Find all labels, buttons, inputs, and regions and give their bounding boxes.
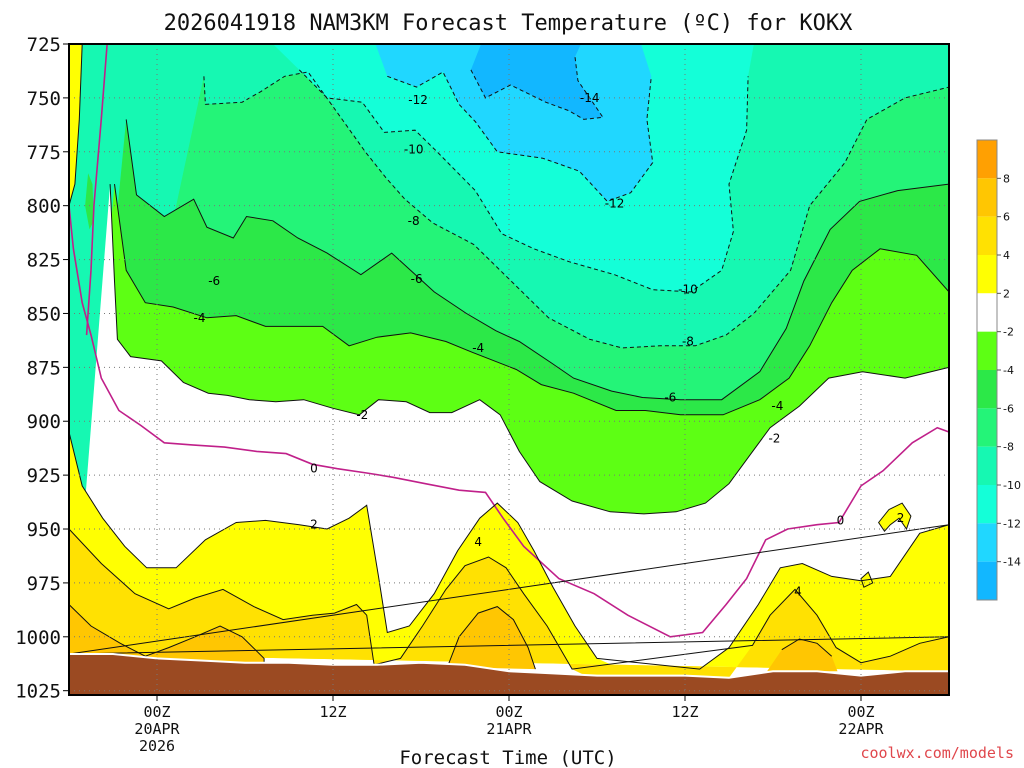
colorbar-bin xyxy=(977,216,997,255)
contour-outline-warm-blob-right2 xyxy=(860,571,874,588)
band-6..8c xyxy=(767,639,838,672)
contour-label: -2 xyxy=(356,408,368,422)
y-tick-label: 800 xyxy=(27,196,61,218)
y-tick-label: 875 xyxy=(27,357,61,379)
contour-label: -8 xyxy=(682,334,694,348)
band-warm-blob-right xyxy=(878,503,911,532)
y-tick-label: 825 xyxy=(27,250,61,272)
colorbar-bin xyxy=(977,331,997,370)
colorbar-bin xyxy=(977,140,997,179)
contour-line--8..-6 xyxy=(125,119,949,401)
plot-content xyxy=(69,44,949,695)
colorbar-label: 8 xyxy=(1003,172,1010,185)
band--14..-12 xyxy=(375,44,653,202)
contour-label: 4 xyxy=(794,585,802,599)
colorbar-bin xyxy=(977,178,997,217)
contour-label: -10 xyxy=(404,143,424,157)
y-tick-label: 1000 xyxy=(15,627,61,649)
contour-label: -6 xyxy=(208,274,220,288)
contour-line--10..-8 xyxy=(203,71,949,349)
contour-label: -4 xyxy=(771,399,783,413)
contour-line-6..8c xyxy=(781,638,833,657)
contour-label: 4 xyxy=(474,535,482,549)
colorbar-bin xyxy=(977,293,997,332)
contour-label: -2 xyxy=(768,431,780,445)
colorbar-label: -14 xyxy=(1003,556,1021,569)
y-tick-label: 750 xyxy=(27,88,61,110)
y-tick-label: 975 xyxy=(27,573,61,595)
contour-outline-warm-blob-right xyxy=(877,502,912,533)
y-tick-label: 900 xyxy=(27,411,61,433)
contour-line-zero-left xyxy=(85,44,108,336)
colorbar-label: -6 xyxy=(1003,402,1014,415)
y-tick-label: 950 xyxy=(27,519,61,541)
colorbar-label: -12 xyxy=(1003,517,1021,530)
y-tick-label: 1025 xyxy=(15,681,61,703)
contour-line--6..-4 xyxy=(114,184,949,416)
colorbar-bin xyxy=(977,446,997,485)
colorbar-bin xyxy=(977,370,997,409)
contour-line-lt-14 xyxy=(470,56,604,120)
band-green-blob-left xyxy=(85,173,94,230)
y-tick-label: 725 xyxy=(27,34,61,56)
band-4..6 xyxy=(69,529,949,678)
colorbar-bin xyxy=(977,255,997,294)
axes: 725 750 775 800 825 850 875 900 925 950 975 1000 102… xyxy=(15,34,950,755)
colorbar-label: 6 xyxy=(1003,211,1010,224)
y-tick-label: 925 xyxy=(27,465,61,487)
x-tick-label: 12Z xyxy=(671,703,698,721)
x-tick-label: 2026 xyxy=(139,737,175,755)
credit-text[interactable]: coolwx.com/models xyxy=(860,744,1014,762)
contour-label: -14 xyxy=(580,91,600,105)
contour-label: -8 xyxy=(408,214,420,228)
contour-label: -10 xyxy=(678,283,698,297)
contour-line--4..-2 xyxy=(109,184,949,515)
chart-title: 2026041918 NAM3KM Forecast Temperature (… xyxy=(164,11,854,36)
contour-label: -4 xyxy=(194,311,206,325)
contour-label: -6 xyxy=(664,391,676,405)
x-tick-label: 21APR xyxy=(486,720,532,738)
contour-label: -4 xyxy=(472,341,484,355)
contour-label: 0 xyxy=(310,462,318,476)
band-6..8b xyxy=(447,606,536,670)
colorbar-bin xyxy=(977,523,997,562)
colorbar-label: 4 xyxy=(1003,249,1010,262)
contour-label: -12 xyxy=(605,197,625,211)
colorbar-label: 2 xyxy=(1003,287,1010,300)
contour-label: 0 xyxy=(837,513,845,527)
colorbar-bin xyxy=(977,561,997,600)
contour-label: 2 xyxy=(897,511,905,525)
contour-line-4..6 xyxy=(69,528,949,670)
contour-line-2..4 xyxy=(69,431,949,670)
contour-outline-warm-top-left xyxy=(69,44,83,206)
contour-labels: -14 -12 -12 -10 -10 -8 -8 -6 -6 -6 -4 -4 -4 -2 -2 0 0 2 2 4… xyxy=(194,91,905,599)
colorbar-bin xyxy=(977,408,997,447)
contour-label: 2 xyxy=(310,518,318,532)
plot-area xyxy=(69,44,949,695)
y-tick-label: 850 xyxy=(27,303,61,325)
contour-label: -6 xyxy=(411,272,423,286)
y-tick-label: 775 xyxy=(27,142,61,164)
colorbar-label: -2 xyxy=(1003,326,1014,339)
colorbar: 8 6 4 2 -2 -4 -6 -8 -10 -12 -14 xyxy=(976,139,1021,601)
x-tick-label: 22APR xyxy=(838,720,884,738)
colorbar-label: -8 xyxy=(1003,441,1014,454)
colorbar-bin xyxy=(977,485,997,524)
colorbar-label: -10 xyxy=(1003,479,1021,492)
colorbar-label: -4 xyxy=(1003,364,1014,377)
x-tick-label: 00Z xyxy=(847,703,874,721)
contour-line--14..-12 xyxy=(387,71,654,202)
band-lt-14 xyxy=(470,44,603,120)
contour-line-zero xyxy=(69,205,949,638)
x-axis-title: Forecast Time (UTC) xyxy=(399,747,616,768)
x-tick-label: 20APR xyxy=(134,720,180,738)
x-tick-label: 00Z xyxy=(495,703,522,721)
contour-line--12..-10 xyxy=(298,69,749,293)
band-warm-top-left xyxy=(69,44,83,206)
x-tick-label: 12Z xyxy=(319,703,346,721)
x-tick-label: 00Z xyxy=(143,703,170,721)
contour-label: -12 xyxy=(408,93,428,107)
terrain-edge xyxy=(69,653,949,679)
